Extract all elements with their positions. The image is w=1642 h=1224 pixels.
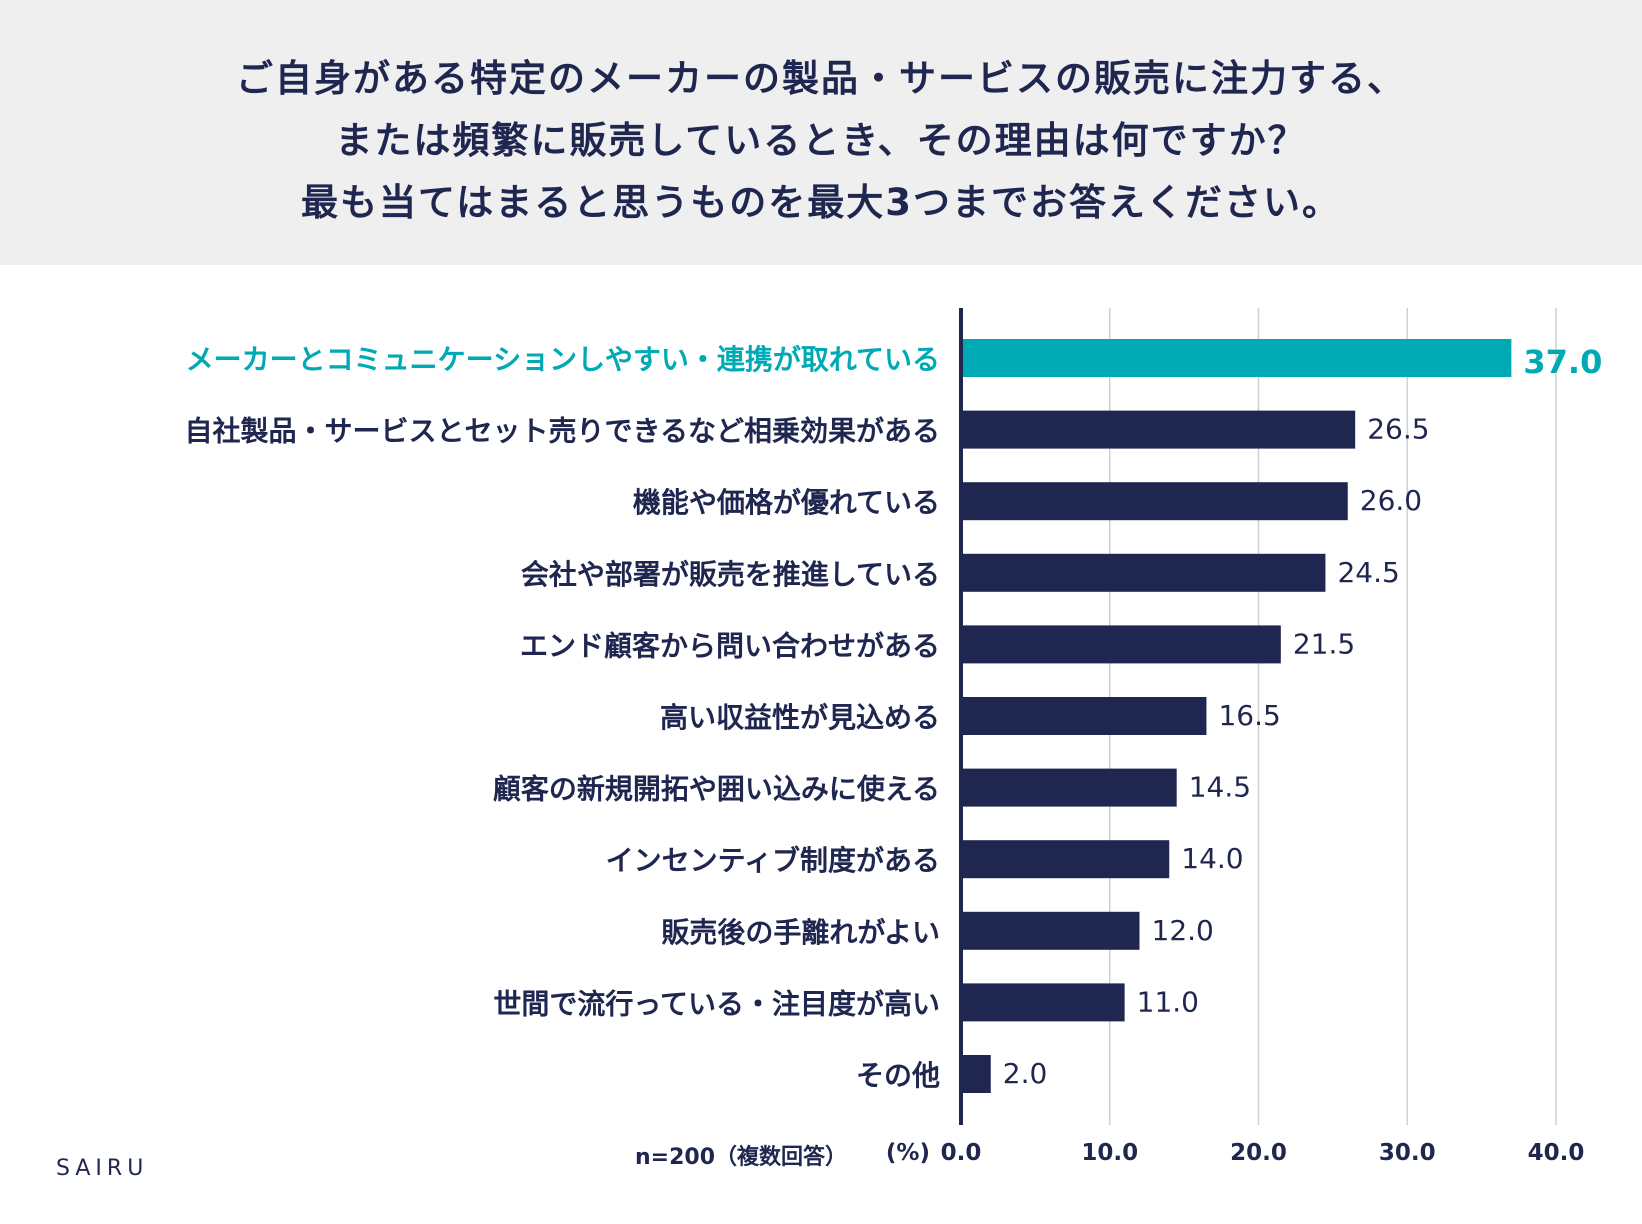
- category-label-6: 顧客の新規開拓や囲い込みに使える: [493, 773, 940, 806]
- value-label-8: 12.0: [1152, 914, 1214, 947]
- value-label-9: 11.0: [1137, 985, 1199, 1018]
- x-tick-label-0: 0.0: [941, 1140, 982, 1166]
- x-tick-label-3: 30.0: [1379, 1140, 1436, 1166]
- category-label-10: その他: [856, 1059, 940, 1092]
- value-label-10: 2.0: [1003, 1057, 1048, 1090]
- question-line-3: 最も当てはまると思うものを最大3つまでお答えください。: [301, 181, 1341, 224]
- bar-6: [961, 768, 1177, 807]
- value-label-5: 16.5: [1218, 699, 1280, 732]
- bar-2: [961, 482, 1348, 521]
- category-label-0: メーカーとコミュニケーションしやすい・連携が取れている: [186, 343, 940, 376]
- question-header: ご自身がある特定のメーカーの製品・サービスの販売に注力する、 または頻繁に販売し…: [0, 0, 1642, 265]
- bar-4: [961, 625, 1281, 664]
- question-line-2: または頻繁に販売しているとき、その理由は何ですか？: [335, 119, 1307, 162]
- category-label-3: 会社や部署が販売を推進している: [521, 558, 940, 591]
- value-label-2: 26.0: [1360, 484, 1422, 517]
- bar-1: [961, 410, 1356, 449]
- sample-size-note: n=200（複数回答）: [635, 1145, 848, 1170]
- value-label-4: 21.5: [1293, 627, 1355, 660]
- x-tick-label-4: 40.0: [1528, 1140, 1585, 1166]
- category-label-2: 機能や価格が優れている: [633, 486, 940, 519]
- bar-5: [961, 697, 1207, 735]
- value-label-0: 37.0: [1523, 343, 1602, 381]
- bar-9: [961, 983, 1125, 1022]
- x-tick-label-1: 10.0: [1081, 1140, 1138, 1166]
- bar-10: [961, 1055, 991, 1093]
- category-label-7: インセンティブ制度がある: [606, 844, 940, 877]
- category-label-9: 世間で流行っている・注目度が高い: [493, 987, 940, 1020]
- brand-logo-text: SAIRU: [56, 1156, 149, 1181]
- category-label-8: 販売後の手離れがよい: [661, 916, 940, 949]
- x-tick-label-2: 20.0: [1230, 1140, 1287, 1166]
- value-label-3: 24.5: [1337, 556, 1399, 589]
- bar-8: [961, 911, 1140, 950]
- category-label-5: 高い収益性が見込める: [660, 701, 940, 734]
- bar-7: [961, 840, 1170, 879]
- value-label-6: 14.5: [1189, 771, 1251, 804]
- bar-3: [961, 553, 1326, 592]
- x-axis-unit-label: (%): [886, 1140, 930, 1166]
- bar-0: [961, 339, 1512, 377]
- question-line-1: ご自身がある特定のメーカーの製品・サービスの販売に注力する、: [236, 57, 1406, 100]
- category-label-1: 自社製品・サービスとセット売りできるなど相乗効果がある: [185, 415, 940, 448]
- value-label-1: 26.5: [1367, 413, 1429, 446]
- category-label-4: エンド顧客から問い合わせがある: [520, 629, 940, 662]
- value-label-7: 14.0: [1181, 842, 1243, 875]
